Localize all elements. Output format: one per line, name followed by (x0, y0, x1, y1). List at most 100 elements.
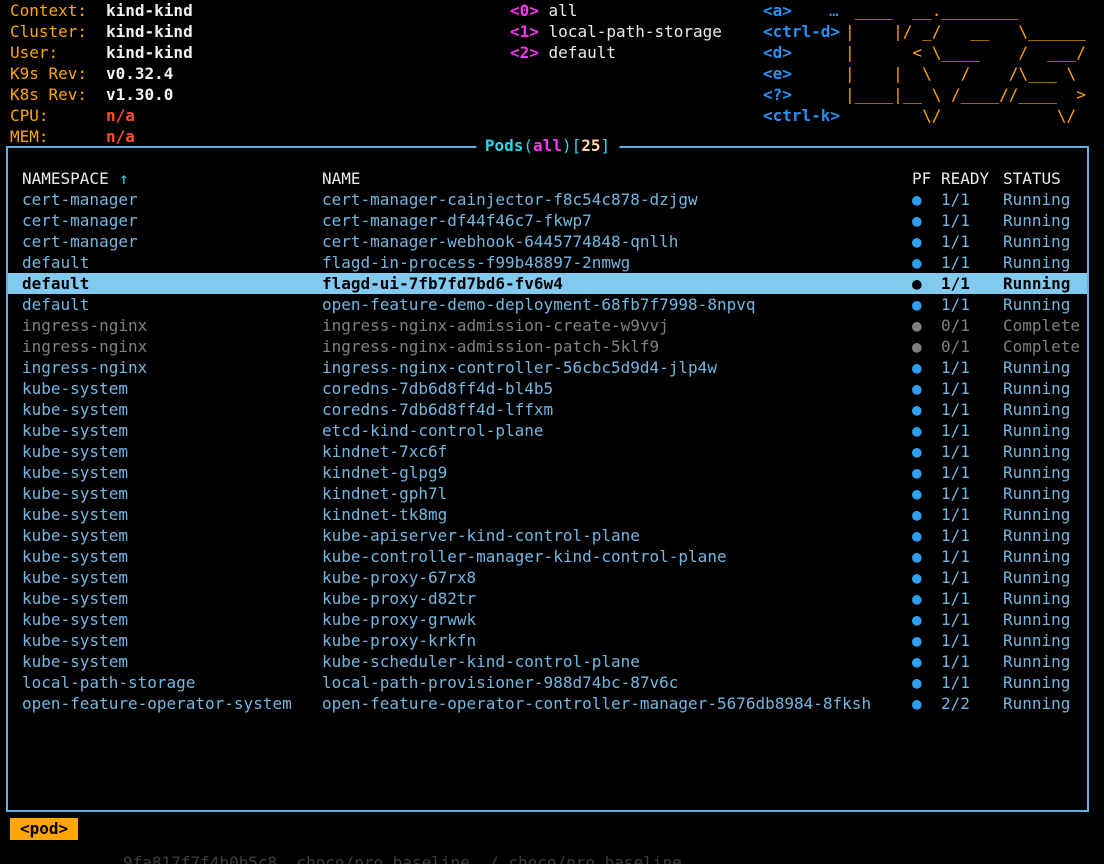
namespace-hotkey[interactable]: <2> default (510, 42, 722, 63)
hotkey-key: <0> (510, 1, 539, 20)
cell-pf-indicator: ● (912, 652, 922, 671)
cell-name: flagd-in-process-f99b48897-2nmwg (322, 253, 631, 272)
cell-ready: 1/1 (941, 190, 970, 209)
cell-status: Running (1003, 547, 1071, 566)
cell-pf-indicator: ● (912, 673, 922, 692)
cluster-info-line: CPU: n/a (10, 105, 193, 126)
cell-pf-indicator: ● (912, 547, 922, 566)
pod-row[interactable]: ingress-nginx ingress-nginx-admission-cre… (8, 315, 1087, 336)
cell-ready: 2/2 (941, 694, 970, 713)
pod-row[interactable]: default open-feature-demo-deployment-68fb… (8, 294, 1087, 315)
cell-pf-indicator: ● (912, 253, 922, 272)
cell-pf-indicator: ● (912, 190, 922, 209)
cell-name: cert-manager-df44f46c7-fkwp7 (322, 211, 592, 230)
cell-status: Running (1003, 505, 1071, 524)
hotkey-key: <a> (763, 1, 792, 20)
cluster-info-line: K9s Rev: v0.32.4 (10, 63, 193, 84)
action-hotkey[interactable]: <ctrl-d> (763, 21, 840, 42)
namespace-hotkey[interactable]: <1> local-path-storage (510, 21, 722, 42)
pod-row[interactable]: local-path-storage local-path-provisioner… (8, 672, 1087, 693)
cell-status: Running (1003, 211, 1071, 230)
cell-name: etcd-kind-control-plane (322, 421, 544, 440)
cell-namespace: default (22, 253, 90, 272)
cell-status: Running (1003, 400, 1071, 419)
pod-row[interactable]: ingress-nginx ingress-nginx-controller-56… (8, 357, 1087, 378)
pod-row[interactable]: kube-system kube-apiserver-kind-control-p… (8, 525, 1087, 546)
action-hotkey[interactable]: <ctrl-k> (763, 105, 840, 126)
cell-namespace: kube-system (22, 652, 128, 671)
cell-ready: 1/1 (941, 358, 970, 377)
pod-row[interactable]: kube-system kube-controller-manager-kind-… (8, 546, 1087, 567)
cluster-info-line: Cluster: kind-kind (10, 21, 193, 42)
cell-status: Running (1003, 421, 1071, 440)
cell-ready: 0/1 (941, 316, 970, 335)
cell-pf-indicator: ● (912, 316, 922, 335)
pod-row[interactable]: default flagd-in-process-f99b48897-2nmwg ●… (8, 252, 1087, 273)
pod-row[interactable]: kube-system coredns-7db6d8ff4d-lffxm ● 1/1 R… (8, 399, 1087, 420)
cell-pf-indicator: ● (912, 442, 922, 461)
pod-row[interactable]: kube-system kube-proxy-krkfn ● 1/1 Running (8, 630, 1087, 651)
crumb-pod[interactable]: <pod> (10, 818, 79, 840)
pod-table-rows: cert-manager cert-manager-cainjector-f8c5… (8, 189, 1087, 714)
cell-name: cert-manager-cainjector-f8c54c878-dzjgw (322, 190, 698, 209)
pod-row[interactable]: kube-system kindnet-tk8mg ● 1/1 Running (8, 504, 1087, 525)
cell-name: kindnet-7xc6f (322, 442, 448, 461)
cell-namespace: kube-system (22, 463, 128, 482)
hotkey-key: <ctrl-k> (763, 106, 841, 125)
cluster-info-line: K8s Rev: v1.30.0 (10, 84, 193, 105)
cell-namespace: default (22, 295, 90, 314)
action-hotkey[interactable]: <d> (763, 42, 840, 63)
pod-row[interactable]: kube-system kube-proxy-d82tr ● 1/1 Running (8, 588, 1087, 609)
namespace-hotkey[interactable]: <0> all (510, 0, 722, 21)
pod-row[interactable]: kube-system kube-proxy-grwwk ● 1/1 Running (8, 609, 1087, 630)
cell-status: Running (1003, 442, 1071, 461)
cell-namespace: local-path-storage (22, 673, 196, 692)
pod-row[interactable]: cert-manager cert-manager-df44f46c7-fkwp7… (8, 210, 1087, 231)
cell-namespace: kube-system (22, 526, 128, 545)
logo-line: ____ __.________ (845, 1, 1019, 20)
pod-row[interactable]: kube-system etcd-kind-control-plane ● 1/1 Ru… (8, 420, 1087, 441)
info-value: kind-kind (106, 22, 193, 41)
cell-name: open-feature-demo-deployment-68fb7f7998-… (322, 295, 756, 314)
pod-row[interactable]: ingress-nginx ingress-nginx-admission-pat… (8, 336, 1087, 357)
action-hotkey[interactable]: <e> (763, 63, 840, 84)
cell-name: kindnet-glpg9 (322, 463, 448, 482)
action-hotkey[interactable]: <?> (763, 84, 840, 105)
cell-namespace: kube-system (22, 379, 128, 398)
info-label: MEM: (10, 127, 49, 146)
pod-row[interactable]: open-feature-operator-system open-feature… (8, 693, 1087, 714)
cell-name: kindnet-gph7l (322, 484, 448, 503)
pod-row[interactable]: cert-manager cert-manager-cainjector-f8c5… (8, 189, 1087, 210)
logo-line: \/ \/ (845, 106, 1077, 125)
hotkey-key: <e> (763, 64, 792, 83)
pod-row[interactable]: cert-manager cert-manager-webhook-6445774… (8, 231, 1087, 252)
info-value: n/a (106, 127, 135, 146)
pod-row[interactable]: kube-system kube-proxy-67rx8 ● 1/1 Running (8, 567, 1087, 588)
view-title-namespace-filter: all (533, 136, 562, 155)
hotkey-label: all (538, 1, 578, 20)
pod-row[interactable]: kube-system kube-scheduler-kind-control-p… (8, 651, 1087, 672)
cell-name: kube-proxy-d82tr (322, 589, 477, 608)
cell-pf-indicator: ● (912, 274, 922, 293)
cell-namespace: ingress-nginx (22, 337, 148, 356)
cell-name: kube-controller-manager-kind-control-pla… (322, 547, 727, 566)
cell-name: flagd-ui-7fb7fd7bd6-fv6w4 (322, 274, 563, 293)
cell-ready: 1/1 (941, 673, 970, 692)
cluster-info-panel: Context: kind-kind Cluster: kind-kind User: k… (10, 0, 193, 147)
pod-row[interactable]: default flagd-ui-7fb7fd7bd6-fv6w4 ● 1/1 Runn… (8, 273, 1087, 294)
cell-ready: 1/1 (941, 274, 970, 293)
cell-name: kube-proxy-krkfn (322, 631, 477, 650)
cell-ready: 1/1 (941, 421, 970, 440)
cell-pf-indicator: ● (912, 610, 922, 629)
hotkey-label: default (538, 43, 616, 62)
cell-status: Running (1003, 484, 1071, 503)
pod-row[interactable]: kube-system kindnet-glpg9 ● 1/1 Running (8, 462, 1087, 483)
pod-row[interactable]: kube-system kindnet-gph7l ● 1/1 Running (8, 483, 1087, 504)
cell-ready: 1/1 (941, 610, 970, 629)
pod-row[interactable]: kube-system kindnet-7xc6f ● 1/1 Running (8, 441, 1087, 462)
cell-ready: 0/1 (941, 337, 970, 356)
pod-row[interactable]: kube-system coredns-7db6d8ff4d-bl4b5 ● 1/1 R… (8, 378, 1087, 399)
cell-ready: 1/1 (941, 568, 970, 587)
action-hotkey[interactable]: <a>… (763, 0, 840, 21)
